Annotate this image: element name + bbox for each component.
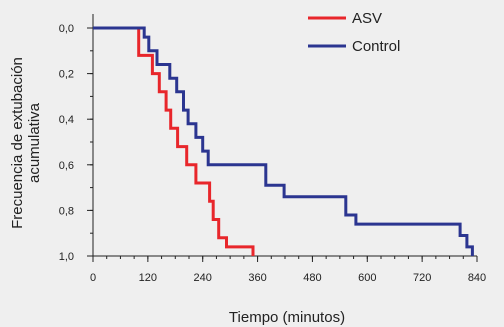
x-tick-label: 840: [468, 272, 486, 284]
x-tick-label: 360: [248, 272, 266, 284]
x-tick-label: 0: [90, 272, 96, 284]
legend-label-control: Control: [352, 38, 400, 55]
series-lines: [93, 26, 474, 256]
y-axis-title-line-2: acumulativa: [26, 102, 43, 183]
y-tick-label: 1,0: [59, 251, 74, 263]
y-tick-label: 0,0: [59, 23, 74, 35]
series-line-control: [93, 26, 474, 256]
legend-label-asv: ASV: [352, 10, 382, 27]
x-tick-label: 600: [358, 272, 376, 284]
y-axis-title: Frecuencia de extubación acumulativa: [9, 57, 43, 229]
y-tick-label: 0,8: [59, 205, 74, 217]
x-tick-label: 240: [194, 272, 212, 284]
legend: ASV Control: [308, 10, 400, 55]
x-axis-title: Tiempo (minutos): [229, 309, 345, 326]
y-ticks: 0,0 0,2 0,4 0,6 0,8 1,0: [59, 23, 93, 263]
y-tick-label: 0,2: [59, 69, 74, 81]
x-tick-label: 120: [139, 272, 157, 284]
x-tick-label: 480: [303, 272, 321, 284]
y-tick-label: 0,4: [59, 114, 74, 126]
x-tick-label: 720: [413, 272, 431, 284]
x-ticks: 0 120 240 360 480 600 720 840: [90, 256, 486, 284]
y-tick-label: 0,6: [59, 160, 74, 172]
series-line-asv: [93, 26, 255, 256]
y-axis-title-line-1: Frecuencia de extubación: [9, 57, 26, 229]
